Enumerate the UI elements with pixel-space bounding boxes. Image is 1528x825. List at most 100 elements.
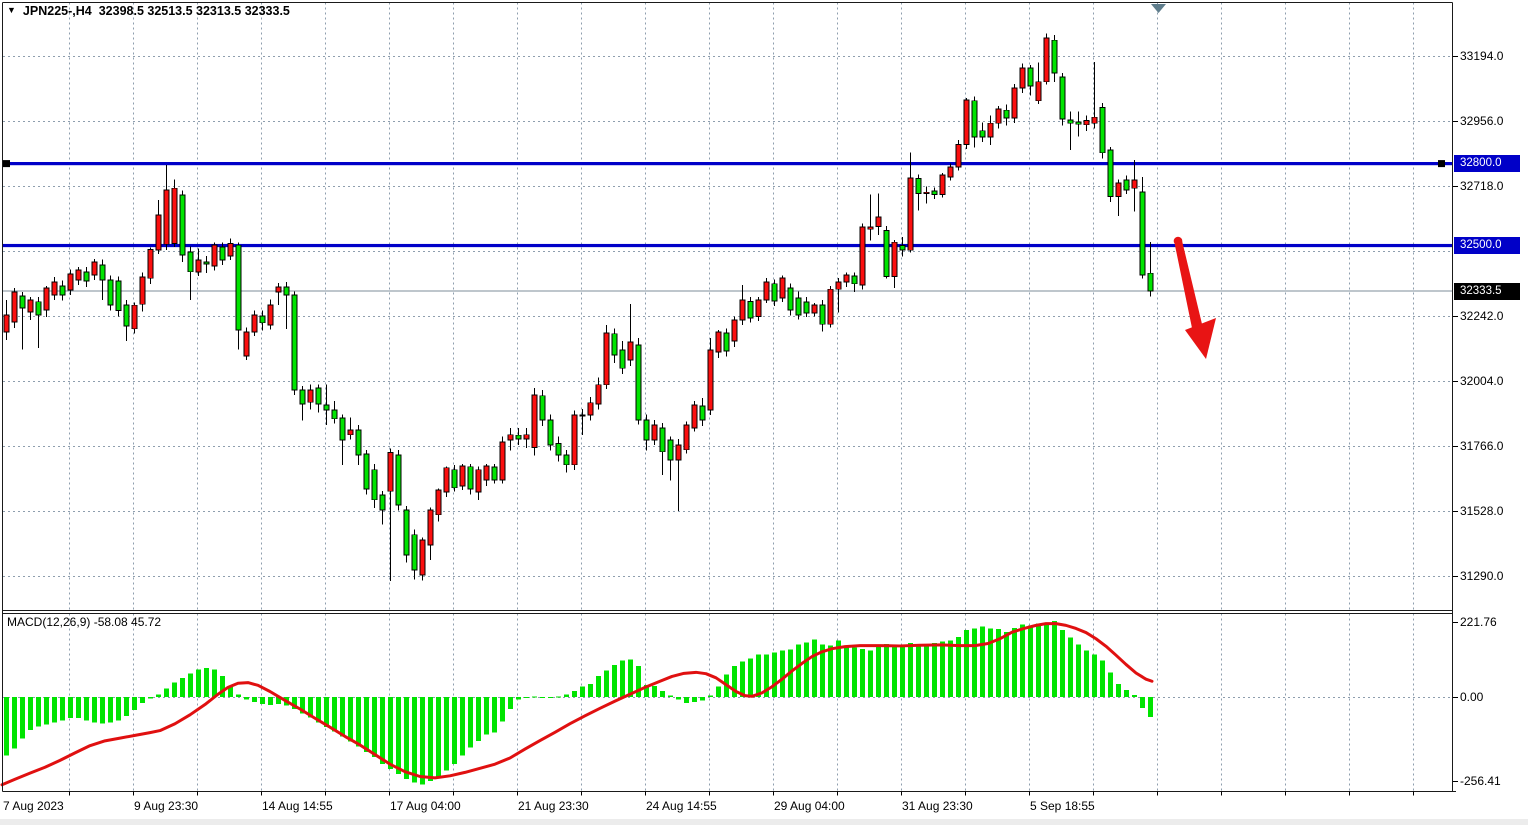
candle [1051,34,1058,82]
candle [739,284,746,326]
macd-histogram-bar [276,697,281,704]
macd-histogram-bar [628,659,633,697]
down-arrow-shaft[interactable] [1174,238,1203,329]
price-axis-label: 32956.0 [1460,114,1504,128]
candle [267,299,274,330]
time-axis-label: 5 Sep 18:55 [1030,799,1095,813]
candle [443,466,450,498]
macd-histogram-bar [700,697,705,701]
line-handle-right[interactable] [1438,160,1445,168]
candle [859,223,866,290]
candle [251,310,258,337]
candle [691,400,698,432]
macd-histogram-bar [292,697,297,709]
candle [755,297,762,321]
macd-histogram-bar [412,697,417,783]
candle [699,398,706,427]
candle [1027,65,1034,96]
candle [203,255,210,274]
macd-histogram-bar [1132,694,1137,697]
macd-histogram-bar [732,665,737,697]
macd-histogram-bar [972,628,977,697]
scroll-position-marker-icon[interactable] [1151,4,1166,13]
price-axis-label: 31766.0 [1460,439,1504,453]
support-line-badge: 32500.0 [1454,237,1520,255]
candle [403,506,410,563]
macd-histogram-bar [1020,624,1025,697]
candle [19,291,26,350]
candle [163,164,170,250]
macd-histogram-bar [164,688,169,697]
macd-histogram-bar [740,661,745,697]
macd-histogram-bar [764,654,769,697]
macd-histogram-bar [1084,650,1089,697]
macd-histogram-bar [1060,630,1065,697]
candle [1003,104,1010,126]
price-axis-label: 31290.0 [1460,569,1504,583]
horizontal-line-32800[interactable] [3,162,1452,166]
macd-histogram-bar [76,697,81,719]
candle [643,414,650,451]
resistance-line-badge: 32800.0 [1454,155,1520,173]
macd-histogram-bar [196,669,201,697]
candle [667,436,674,481]
candle [659,422,666,476]
macd-histogram-bar [260,697,265,704]
macd-histogram-bar [356,697,361,747]
macd-histogram-bar [36,697,41,727]
macd-histogram-bar [708,695,713,697]
candle [683,421,690,454]
candle [371,463,378,508]
macd-histogram-bar [52,697,57,723]
candle [283,282,290,329]
macd-histogram-bar [1028,625,1033,697]
line-handle-left[interactable] [3,160,10,168]
down-arrow-head[interactable] [1185,318,1216,359]
candle [531,387,538,456]
macd-histogram-bar [1076,644,1081,697]
macd-histogram-bar [468,697,473,748]
time-axis-label: 21 Aug 23:30 [518,799,589,813]
macd-histogram-bar [1052,620,1057,697]
time-axis-label: 9 Aug 23:30 [134,799,199,813]
macd-histogram-bar [28,697,33,731]
candle [651,420,658,446]
candle [1123,175,1130,194]
candle [259,310,266,331]
macd-histogram-bar [1124,689,1129,697]
macd-histogram-bar [124,697,129,717]
horizontal-line-32500[interactable] [3,243,1452,248]
candle [355,424,362,465]
macd-histogram-bar [772,652,777,697]
candle [1091,62,1098,129]
macd-histogram-bar [804,642,809,697]
macd-histogram-bar [620,660,625,697]
candle [579,409,586,435]
macd-histogram-bar [780,650,785,697]
window-bottom-strip [0,819,1528,825]
macd-histogram-bar [956,637,961,697]
candle [51,276,58,300]
macd-histogram-bar [332,697,337,732]
macd-histogram-bar [100,697,105,724]
candle [475,466,482,500]
candle [811,302,818,317]
candle [787,283,794,316]
macd-histogram-bar [436,697,441,777]
macd-histogram-bar [156,694,161,697]
price-axis-label: 31528.0 [1460,504,1504,518]
macd-histogram-bar [236,694,241,697]
macd-histogram-bar [716,686,721,697]
candle [347,417,354,440]
macd-histogram-bar [404,697,409,780]
candle [715,329,722,358]
candle [219,242,226,265]
symbol-dropdown-icon[interactable]: ▼ [7,5,16,15]
candle [155,199,162,255]
candle [299,385,306,421]
macd-histogram-bar [388,697,393,769]
macd-histogram-bar [812,639,817,697]
candle [1011,84,1018,123]
macd-histogram-bar [4,697,9,756]
